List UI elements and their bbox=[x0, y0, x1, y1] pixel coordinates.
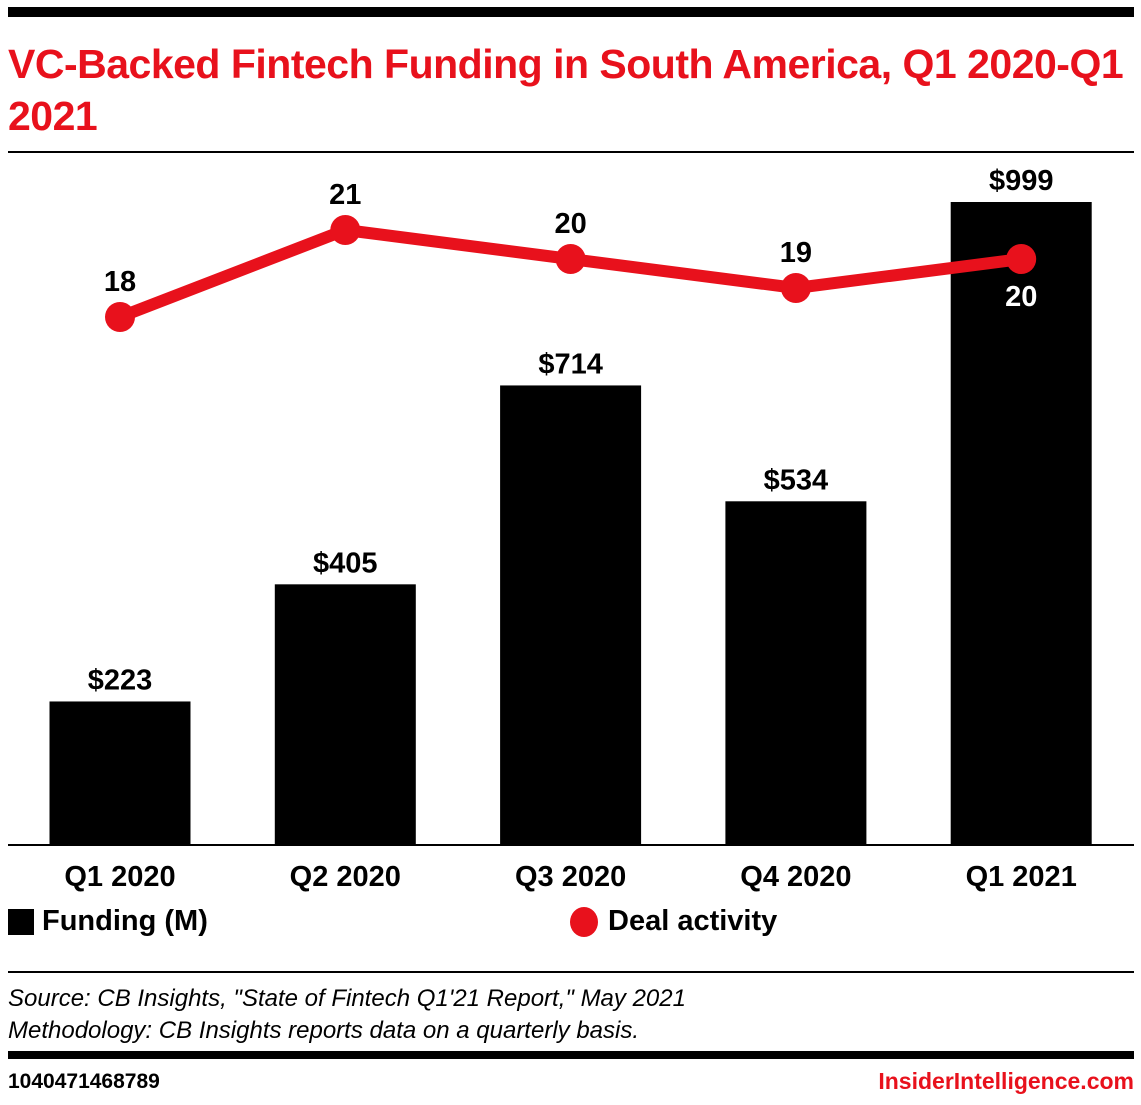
deal-value-label: 20 bbox=[1005, 281, 1037, 313]
deal-value-label: 21 bbox=[329, 179, 361, 211]
bar-value-label: $999 bbox=[989, 165, 1054, 197]
legend-label-deals: Deal activity bbox=[608, 905, 778, 937]
deal-value-label: 19 bbox=[780, 237, 812, 269]
chart-id: 1040471468789 bbox=[8, 1070, 160, 1093]
x-tick-label: Q1 2021 bbox=[966, 861, 1077, 893]
x-tick-label: Q2 2020 bbox=[290, 861, 401, 893]
chart-area: $223 Q1 2020 $405 Q2 2020 $714 Q3 2020 $534 Q4 … bbox=[8, 165, 1134, 893]
legend-square-icon bbox=[8, 908, 34, 935]
bar-funding bbox=[725, 501, 867, 845]
bar-value-label: $223 bbox=[88, 664, 153, 696]
chart-title: VC-Backed Fintech Funding in South Ameri… bbox=[8, 41, 1124, 139]
bar-funding bbox=[274, 584, 416, 845]
methodology-note: Methodology: CB Insights reports data on… bbox=[8, 1017, 640, 1044]
bar-funding bbox=[500, 385, 642, 845]
source-note: Source: CB Insights, "State of Fintech Q… bbox=[8, 985, 686, 1012]
x-tick-label: Q1 2020 bbox=[64, 861, 175, 893]
deal-value-label: 20 bbox=[554, 208, 586, 240]
bar-value-label: $534 bbox=[764, 464, 829, 496]
deal-value-label: 18 bbox=[104, 266, 136, 298]
bar-value-label: $405 bbox=[313, 547, 378, 579]
legend-dot-icon bbox=[570, 906, 598, 937]
legend-item-deals: Deal activity bbox=[570, 905, 777, 938]
bar-funding bbox=[950, 202, 1092, 845]
title-divider bbox=[8, 151, 1134, 153]
deal-point bbox=[1006, 244, 1037, 274]
top-rule bbox=[8, 7, 1134, 17]
footer-divider bbox=[8, 971, 1134, 973]
deal-point bbox=[330, 215, 361, 245]
deal-point bbox=[105, 302, 135, 332]
bars-layer bbox=[49, 202, 1092, 845]
bar-funding bbox=[49, 701, 191, 845]
x-tick-label: Q3 2020 bbox=[515, 861, 626, 893]
labels-layer: $223 Q1 2020 $405 Q2 2020 $714 Q3 2020 $534 Q4 … bbox=[64, 165, 1076, 893]
deal-line-layer bbox=[105, 215, 1037, 332]
x-tick-label: Q4 2020 bbox=[740, 861, 851, 893]
bar-value-label: $714 bbox=[538, 348, 603, 380]
legend-label-funding: Funding (M) bbox=[42, 905, 208, 937]
deal-point bbox=[555, 244, 586, 274]
deal-point bbox=[780, 273, 811, 303]
brand-link[interactable]: InsiderIntelligence.com bbox=[878, 1068, 1134, 1094]
legend-item-funding: Funding (M) bbox=[8, 905, 208, 938]
bottom-rule bbox=[8, 1051, 1134, 1059]
